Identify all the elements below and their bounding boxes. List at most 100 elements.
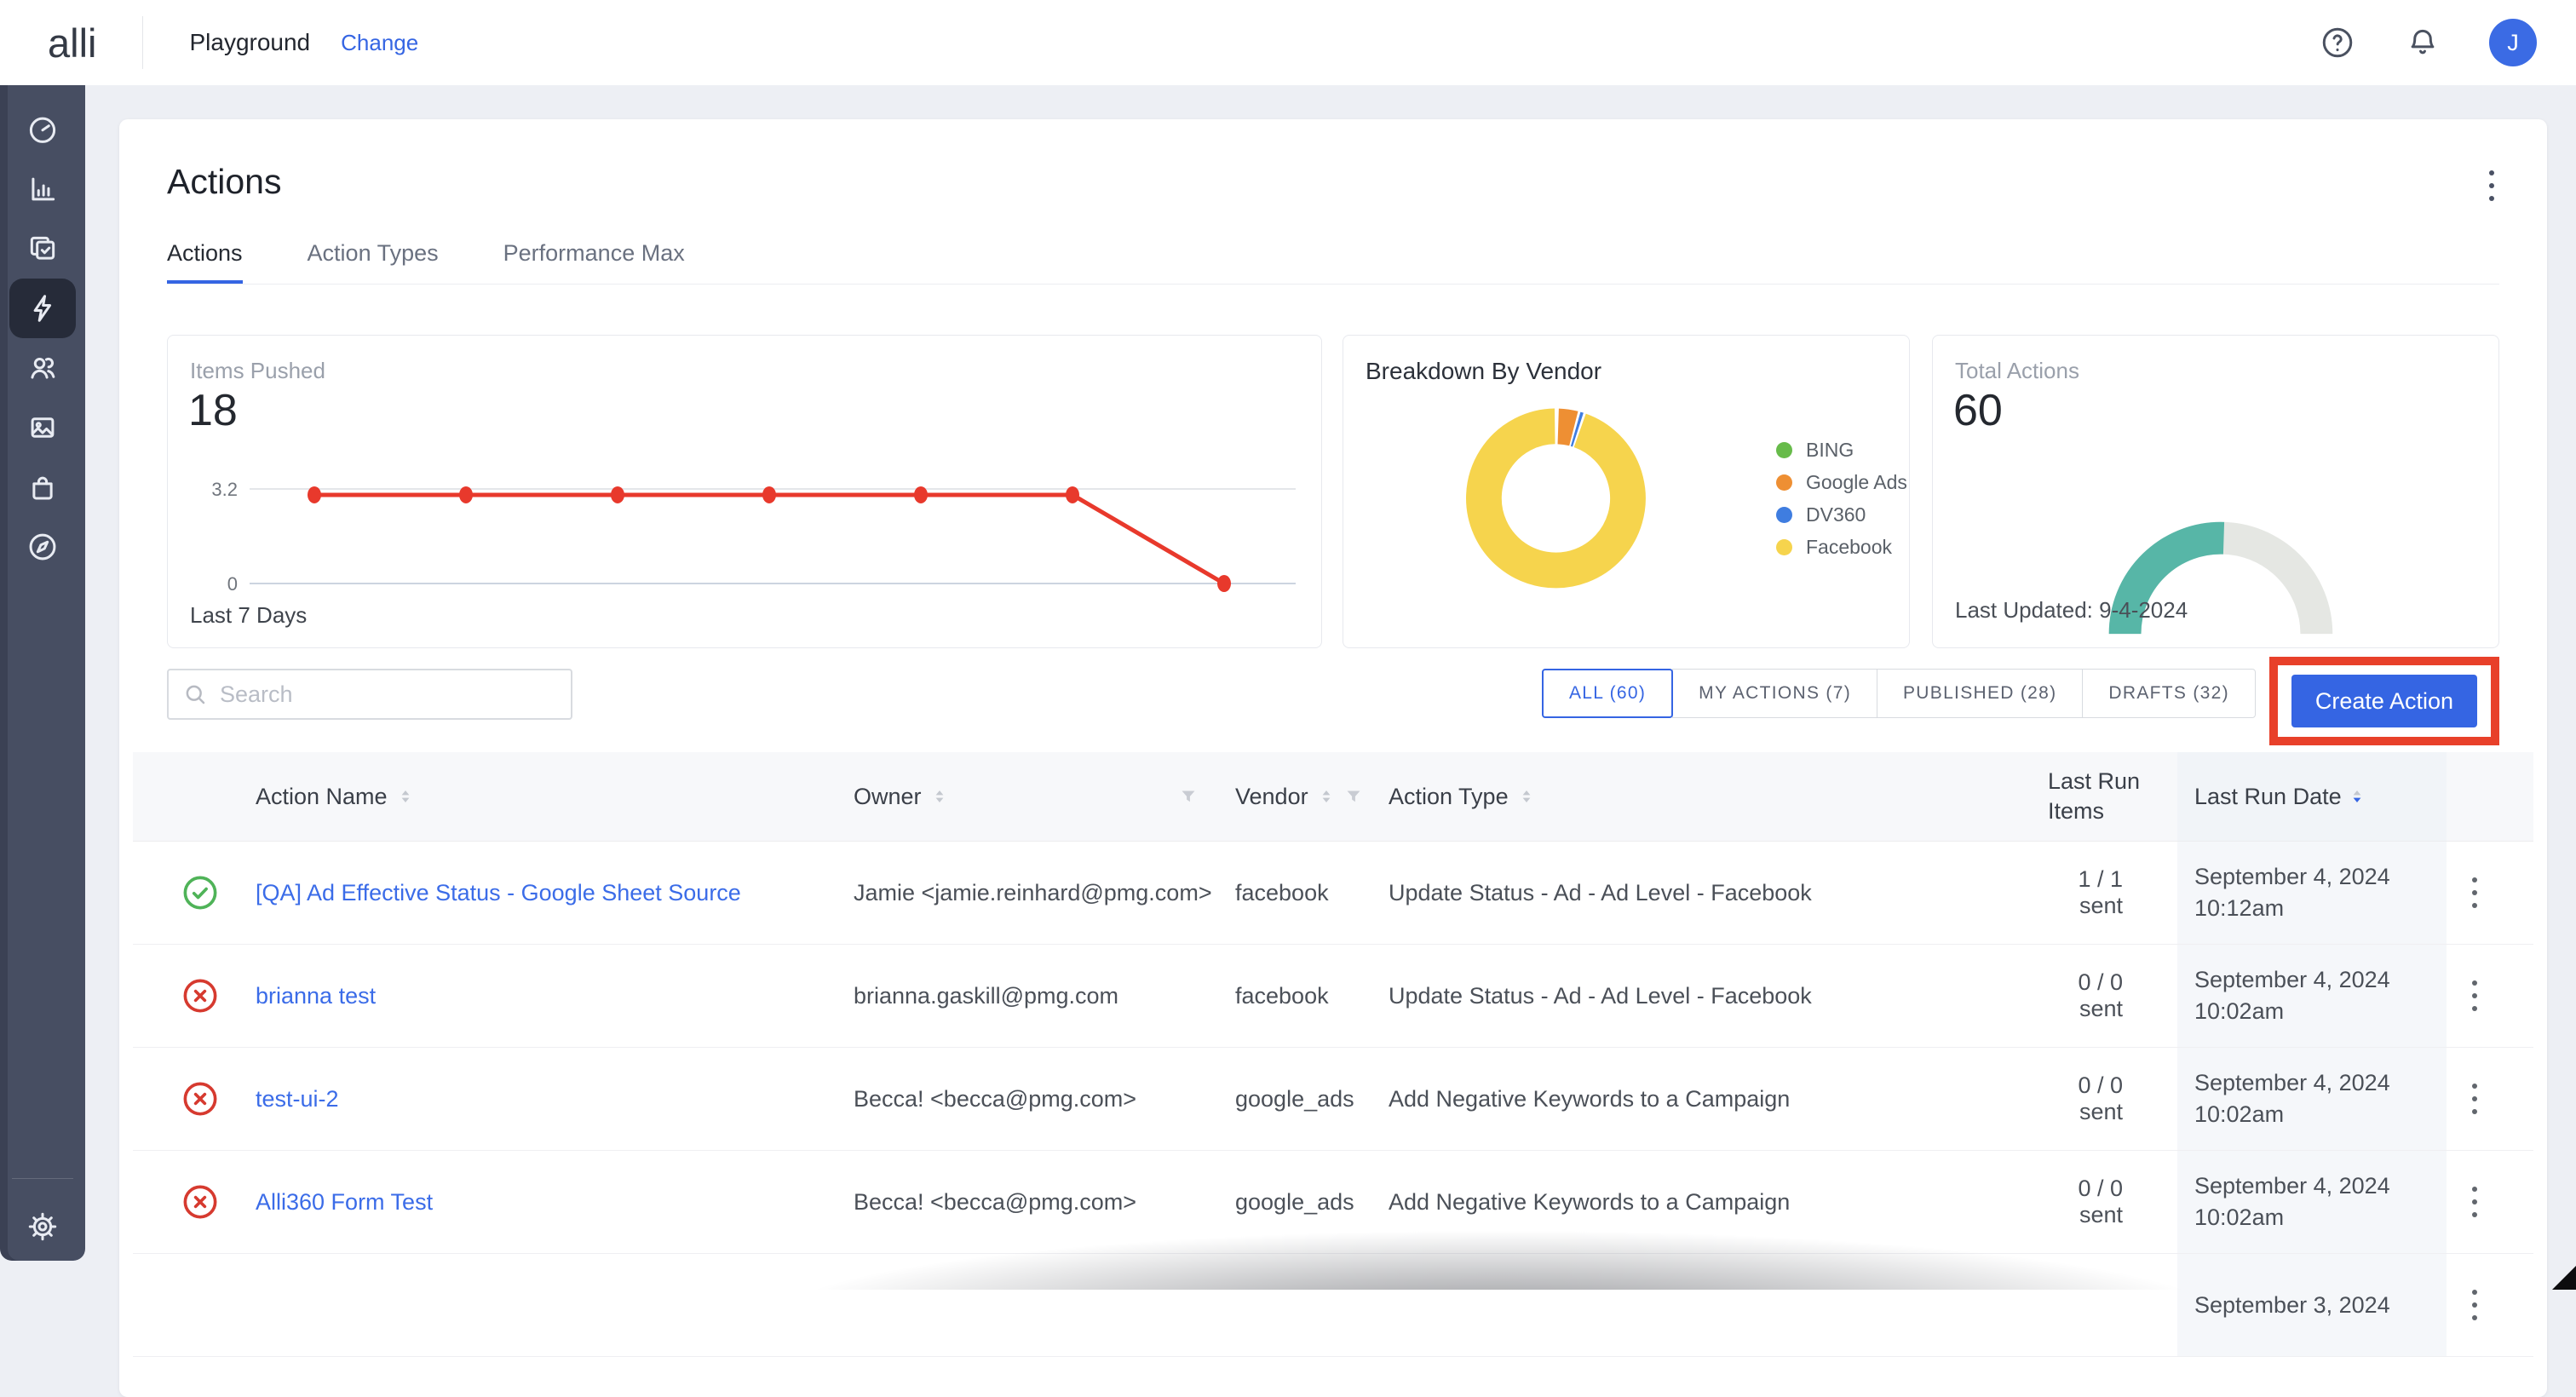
sort-icon-active-desc[interactable]: [2348, 787, 2366, 806]
owner-cell: Becca! <becca@pmg.com>: [854, 1085, 1137, 1112]
sidebar-item-dashboard[interactable]: [9, 100, 76, 159]
legend-dot-bing: [1776, 441, 1792, 458]
action-name-link[interactable]: test-ui-2: [256, 1085, 339, 1112]
row-menu-button[interactable]: [2447, 1187, 2533, 1217]
table-row: test-ui-2 Becca! <becca@pmg.com> google_…: [133, 1048, 2533, 1151]
svg-text:0: 0: [227, 573, 238, 595]
legend-item-dv360: DV360: [1776, 503, 1907, 526]
success-status-icon: [183, 876, 217, 910]
sidebar-item-media[interactable]: [9, 398, 76, 457]
action-type-cell: Update Status - Ad - Ad Level - Facebook: [1389, 982, 1812, 1009]
row-status-cell: [133, 1182, 256, 1222]
legend-dot-google-ads: [1776, 474, 1792, 491]
row-status-cell: [133, 976, 256, 1015]
action-name-link[interactable]: [QA] Ad Effective Status - Google Sheet …: [256, 879, 741, 905]
svg-text:3.2: 3.2: [211, 479, 238, 500]
row-menu-button[interactable]: [2447, 1290, 2533, 1320]
sidebar-item-audiences[interactable]: [9, 338, 76, 398]
notifications-button[interactable]: [2404, 24, 2441, 61]
tab-performance-max[interactable]: Performance Max: [503, 240, 685, 266]
table-row: September 3, 2024: [133, 1254, 2533, 1357]
table-body: [QA] Ad Effective Status - Google Sheet …: [133, 842, 2533, 1357]
filter-funnel-icon[interactable]: [1344, 787, 1363, 806]
column-header-last-run-items[interactable]: Last Run Items: [2048, 768, 2141, 824]
action-name-link[interactable]: brianna test: [256, 982, 377, 1009]
sidebar-nav: [0, 85, 85, 1261]
create-action-button[interactable]: Create Action: [2291, 675, 2477, 727]
tab-action-types[interactable]: Action Types: [307, 240, 439, 266]
filter-all[interactable]: ALL (60): [1541, 669, 1674, 718]
items-pushed-value: 18: [188, 386, 238, 435]
compass-icon: [29, 533, 56, 561]
corner-artifact: [2552, 1266, 2576, 1290]
legend-item-facebook: Facebook: [1776, 536, 1907, 558]
sidebar-item-shop[interactable]: [9, 457, 76, 517]
column-header-action-type[interactable]: Action Type: [1389, 784, 2048, 810]
sidebar-item-actions[interactable]: [9, 279, 76, 338]
sort-icon[interactable]: [930, 787, 949, 806]
shopping-bag-icon: [32, 476, 53, 500]
row-menu-button[interactable]: [2447, 1084, 2533, 1114]
column-header-vendor[interactable]: Vendor: [1235, 784, 1389, 810]
tab-actions[interactable]: Actions: [167, 240, 243, 284]
error-status-icon: [183, 1185, 217, 1219]
filter-my-actions[interactable]: MY ACTIONS (7): [1672, 669, 1877, 718]
row-status-cell: [133, 1079, 256, 1118]
filter-published[interactable]: PUBLISHED (28): [1877, 669, 2084, 718]
error-status-icon: [183, 979, 217, 1013]
alli-logo: alli: [48, 20, 97, 66]
action-name-link[interactable]: Alli360 Form Test: [256, 1188, 434, 1215]
bar-chart-icon: [32, 177, 55, 201]
sidebar-item-analytics[interactable]: [9, 159, 76, 219]
legend-item-bing: BING: [1776, 439, 1907, 461]
gear-icon: [28, 1212, 57, 1241]
annotation-highlight-box: Create Action: [2268, 657, 2499, 745]
kebab-dot: [2489, 170, 2494, 175]
vendor-cell: google_ads: [1235, 1188, 1354, 1215]
kebab-dot: [2489, 196, 2494, 201]
last-run-items-cell: 1 / 1 sent: [2078, 866, 2123, 918]
users-icon: [31, 357, 55, 379]
vendor-breakdown-card: Breakdown By Vendor BING Google Ads DV36…: [1343, 335, 1910, 648]
total-actions-value: 60: [1953, 386, 2003, 435]
table-row: Alli360 Form Test Becca! <becca@pmg.com>…: [133, 1151, 2533, 1254]
filter-funnel-icon[interactable]: [1179, 787, 1198, 806]
search-icon: [186, 685, 205, 704]
sort-icon[interactable]: [396, 787, 415, 806]
column-header-last-run-date[interactable]: Last Run Date: [2177, 752, 2447, 841]
error-status-icon: [183, 1082, 217, 1116]
column-header-action-name[interactable]: Action Name: [256, 784, 854, 810]
column-header-owner[interactable]: Owner: [854, 784, 1235, 810]
vendor-cell: google_ads: [1235, 1085, 1354, 1112]
action-type-cell: Add Negative Keywords to a Campaign: [1389, 1188, 1791, 1215]
help-icon: [2322, 27, 2353, 58]
items-pushed-footer: Last 7 Days: [190, 602, 308, 628]
workspace-name: Playground: [189, 29, 311, 55]
sidebar-item-tasks[interactable]: [9, 219, 76, 279]
table-row: brianna test brianna.gaskill@pmg.com fac…: [133, 945, 2533, 1048]
total-actions-title: Total Actions: [1955, 358, 2079, 383]
total-actions-card: Total Actions 60 Last Updated: 9-4-2024: [1932, 335, 2499, 648]
kebab-dot: [2489, 183, 2494, 188]
page-title: Actions: [167, 162, 282, 201]
row-menu-button[interactable]: [2447, 877, 2533, 908]
user-avatar[interactable]: J: [2489, 19, 2537, 66]
legend-dot-dv360: [1776, 506, 1792, 523]
search-input[interactable]: [218, 680, 545, 709]
row-menu-button[interactable]: [2447, 980, 2533, 1011]
last-run-date-cell: September 4, 2024 10:12am: [2177, 842, 2447, 944]
sidebar-item-discover[interactable]: [9, 517, 76, 577]
table-row: [QA] Ad Effective Status - Google Sheet …: [133, 842, 2533, 945]
clipboard-check-icon: [30, 236, 55, 260]
owner-cell: Becca! <becca@pmg.com>: [854, 1188, 1137, 1215]
change-workspace-link[interactable]: Change: [341, 29, 419, 55]
lightning-icon: [33, 295, 52, 322]
filter-drafts[interactable]: DRAFTS (32): [2082, 669, 2256, 718]
sort-icon[interactable]: [1317, 787, 1336, 806]
sort-icon[interactable]: [1517, 787, 1536, 806]
sidebar-item-settings[interactable]: [9, 1199, 76, 1254]
page-menu-button[interactable]: [2484, 162, 2499, 210]
items-pushed-title: Items Pushed: [190, 358, 325, 383]
sidebar-divider: [12, 1178, 73, 1179]
help-button[interactable]: [2319, 24, 2356, 61]
